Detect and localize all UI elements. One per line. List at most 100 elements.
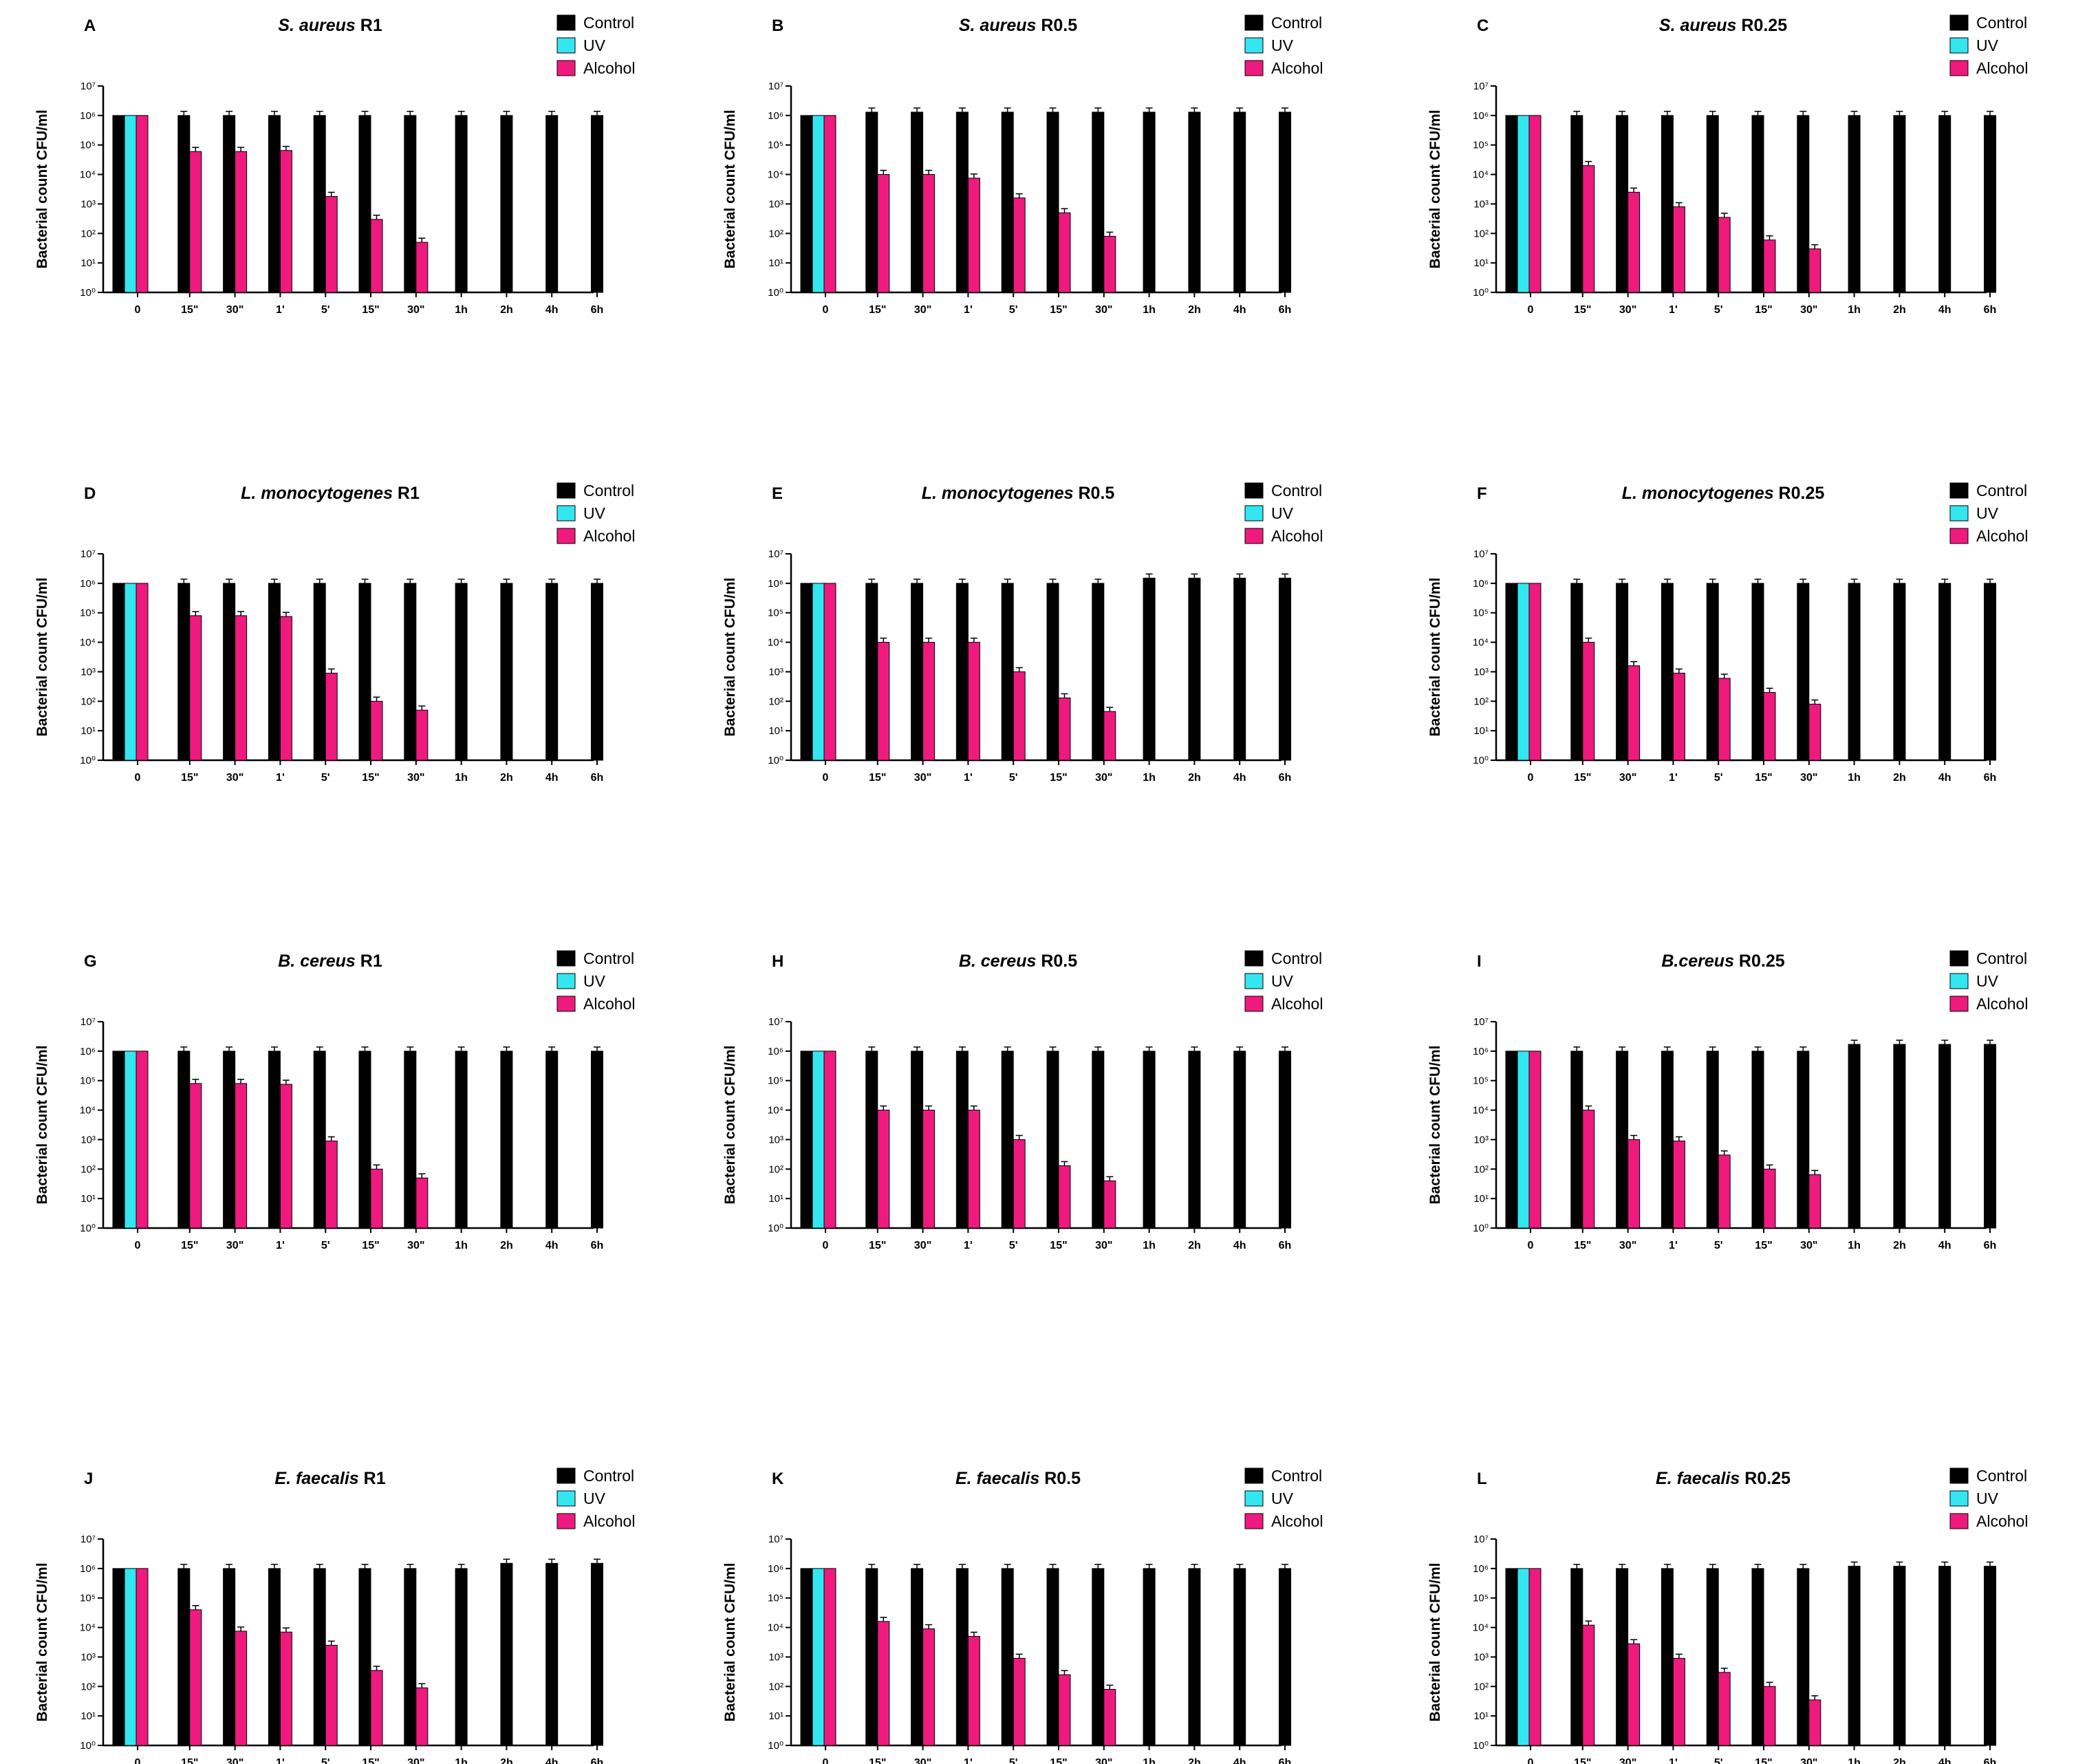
x-tick-label: 30" bbox=[1619, 1240, 1636, 1251]
y-axis-label: Bacterial count CFU/ml bbox=[34, 577, 50, 736]
x-tick-label: 1' bbox=[276, 1757, 285, 1764]
chart-panel-H: H B. cereus R0.5 Control UV Alcohol 10⁰ 10¹ 10²… bbox=[722, 949, 1323, 1251]
x-tick-label: 2h bbox=[500, 304, 513, 316]
legend-swatch-alcohol bbox=[1949, 1513, 1969, 1529]
x-tick-label: 2h bbox=[1893, 772, 1906, 784]
y-tick-label: 10¹ bbox=[768, 1193, 783, 1205]
panel-letter: A bbox=[84, 17, 96, 35]
legend-label-uv: UV bbox=[1271, 36, 1294, 54]
bar-control bbox=[1505, 115, 1518, 293]
x-tick-label: 6h bbox=[1984, 1240, 1997, 1251]
bar-alcohol bbox=[1628, 1643, 1641, 1746]
x-tick-label: 15" bbox=[1050, 304, 1067, 316]
bar-control bbox=[865, 1568, 878, 1746]
x-tick-label: 1' bbox=[1669, 772, 1678, 784]
x-tick-label: 2h bbox=[1188, 1757, 1201, 1764]
x-tick-label: 30" bbox=[407, 772, 424, 784]
x-tick-label: 15" bbox=[1574, 1240, 1591, 1251]
legend-label-uv: UV bbox=[1976, 504, 1999, 522]
legend-label-control: Control bbox=[1271, 482, 1322, 499]
bar-control bbox=[177, 115, 191, 293]
bar-control bbox=[1848, 1565, 1861, 1746]
y-tick-label: 10² bbox=[768, 1163, 783, 1175]
bar-control bbox=[500, 115, 513, 293]
x-tick-label: 30" bbox=[226, 772, 244, 784]
bar-control bbox=[358, 1051, 371, 1229]
x-tick-label: 15" bbox=[869, 1757, 886, 1764]
legend-swatch-uv bbox=[556, 973, 576, 989]
x-tick-label: 5' bbox=[321, 1240, 330, 1251]
bar-control bbox=[1001, 583, 1014, 761]
x-tick-label: 15" bbox=[1574, 1757, 1591, 1764]
panel-title-organism: L. monocytogenes bbox=[1622, 484, 1779, 503]
panel-letter: I bbox=[1477, 952, 1482, 971]
bar-alcohol bbox=[415, 709, 429, 761]
bar-alcohol bbox=[967, 178, 980, 293]
bar-control bbox=[1570, 1051, 1583, 1229]
x-tick-label: 4h bbox=[545, 772, 559, 784]
legend-label-uv: UV bbox=[583, 1489, 606, 1507]
bar-alcohol bbox=[1628, 191, 1641, 293]
y-tick-label: 10⁶ bbox=[80, 1563, 96, 1575]
bar-alcohol bbox=[877, 1110, 890, 1229]
x-tick-label: 0 bbox=[823, 304, 829, 316]
x-tick-label: 6h bbox=[1279, 1757, 1292, 1764]
x-tick-label: 1' bbox=[1669, 1240, 1678, 1251]
legend-swatch-uv bbox=[1244, 1490, 1264, 1507]
bar-alcohol bbox=[922, 174, 936, 293]
bar-alcohol bbox=[415, 1177, 429, 1229]
bar-control bbox=[177, 1568, 191, 1746]
bar-control bbox=[313, 1568, 326, 1746]
y-tick-label: 10⁵ bbox=[1473, 140, 1489, 151]
bar-alcohol bbox=[325, 195, 338, 293]
y-tick-label: 10⁷ bbox=[80, 80, 96, 92]
legend-label-control: Control bbox=[1271, 1467, 1322, 1485]
y-tick-label: 10¹ bbox=[80, 725, 96, 737]
legend-swatch-alcohol bbox=[556, 60, 576, 76]
panel-title-ratio: R0.25 bbox=[1741, 16, 1787, 35]
x-tick-label: 30" bbox=[1800, 1757, 1817, 1764]
legend-label-alcohol: Alcohol bbox=[583, 59, 635, 77]
y-tick-label: 10³ bbox=[1473, 1134, 1489, 1145]
y-tick-label: 10⁴ bbox=[80, 169, 96, 181]
bar-control bbox=[1984, 1565, 1996, 1746]
y-tick-label: 10⁵ bbox=[768, 607, 783, 619]
bar-alcohol bbox=[1013, 1139, 1026, 1229]
legend-label-alcohol: Alcohol bbox=[583, 1512, 635, 1530]
bar-control bbox=[500, 1051, 513, 1229]
x-tick-label: 4h bbox=[1938, 304, 1951, 316]
bar-control bbox=[1938, 1044, 1951, 1229]
x-tick-label: 1' bbox=[1669, 1757, 1678, 1764]
bar-control bbox=[1984, 583, 1996, 761]
x-tick-label: 15" bbox=[869, 772, 886, 784]
legend-label-control: Control bbox=[1976, 482, 2027, 499]
panel-title: B. cereus R0.5 bbox=[959, 951, 1077, 971]
bar-control bbox=[112, 583, 125, 761]
bar-control bbox=[1188, 111, 1201, 293]
x-tick-label: 2h bbox=[1893, 304, 1906, 316]
bar-control bbox=[1751, 1568, 1764, 1746]
bar-control bbox=[1938, 115, 1951, 293]
y-tick-label: 10⁶ bbox=[1473, 1563, 1489, 1575]
panel-title-ratio: R0.5 bbox=[1044, 1469, 1081, 1488]
x-tick-label: 4h bbox=[545, 1240, 559, 1251]
x-tick-label: 6h bbox=[1279, 772, 1292, 784]
y-tick-label: 10² bbox=[80, 1163, 96, 1175]
legend-swatch-alcohol bbox=[1244, 528, 1264, 544]
y-tick-label: 10⁵ bbox=[80, 140, 96, 151]
chart-panel-D: D L. monocytogenes R1 Control UV Alcohol 10⁰ 1… bbox=[34, 482, 635, 784]
y-tick-label: 10⁰ bbox=[80, 287, 96, 299]
y-tick-label: 10² bbox=[768, 1681, 783, 1692]
y-tick-label: 10¹ bbox=[80, 257, 96, 269]
x-tick-label: 5' bbox=[1009, 304, 1018, 316]
x-tick-label: 30" bbox=[226, 304, 244, 316]
bar-alcohol bbox=[235, 1631, 248, 1746]
legend-swatch-alcohol bbox=[1244, 1513, 1264, 1529]
legend-label-uv: UV bbox=[583, 972, 606, 990]
bar-alcohol bbox=[136, 583, 149, 761]
y-axis-label: Bacterial count CFU/ml bbox=[1427, 577, 1443, 736]
bar-alcohol bbox=[1718, 678, 1731, 761]
panel-title: S. aureus R1 bbox=[278, 16, 382, 35]
bar-control bbox=[1706, 583, 1719, 761]
